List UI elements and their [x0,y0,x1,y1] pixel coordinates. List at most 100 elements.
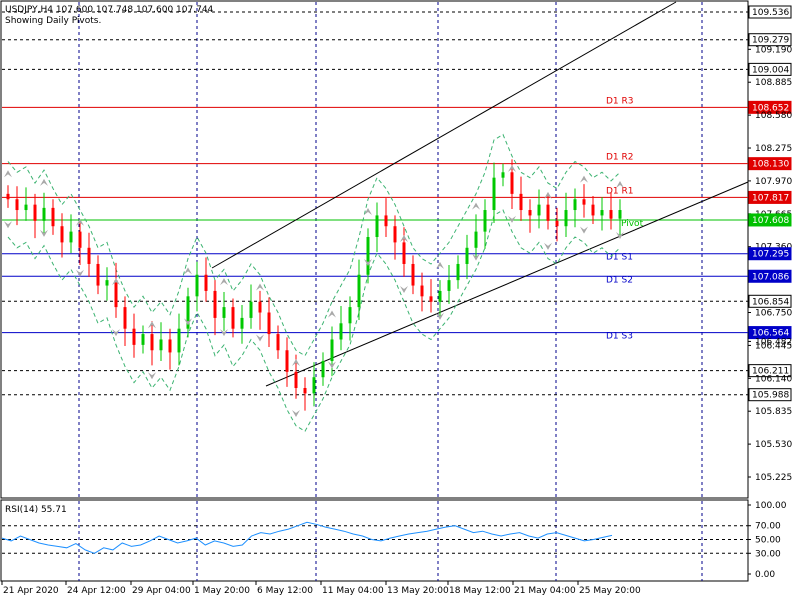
fractal-up-8 [76,218,84,226]
price-tag-15: 107.086 [752,272,789,282]
price-tag-bg-0 [748,5,792,19]
candle-body-13 [123,307,127,329]
candle-body-21 [195,274,199,297]
price-tag-bg-1 [748,33,792,47]
fractal-down-64 [580,226,588,234]
envelope-bands [7,133,621,432]
candle-body-48 [438,290,442,302]
fractal-up-32 [292,359,300,367]
candle-body-41 [375,215,379,238]
fractal-up-60 [544,191,552,199]
candle-body-51 [465,247,469,264]
fractal-up-20 [184,267,192,275]
candle-body-6 [60,226,64,243]
price-label-6: 108.580 [755,111,792,121]
price-label-7: 108.275 [755,144,792,154]
band-upper [7,133,621,357]
main-window-frame [0,0,749,499]
candle-body-27 [249,301,253,318]
time-label-5: 11 May 04:00 [322,586,384,596]
time-label-8: 21 May 04:00 [514,586,576,596]
candle-body-7 [69,231,73,243]
candle-body-55 [501,172,505,178]
rsi-label: RSI(14) 55.71 [5,505,67,515]
candle-body-11 [105,280,109,286]
candle-body-34 [312,377,316,394]
candle-body-65 [591,204,595,216]
fractal-up-12 [112,278,120,286]
fractal-up-36 [328,310,336,318]
time-label-6: 13 May 20:00 [387,586,449,596]
time-axis: 21 Apr 2020 24 Apr 12:00 29 Apr 04:00 1 May… [1,581,641,596]
grid [78,2,703,581]
price-levels: D1 R3 D1 R2 D1 R1 Pivot D1 S1 D1 S2 D1 S3 [2,11,748,396]
rsi-axis-label-4: 0.00 [755,570,775,580]
candle-body-17 [159,339,163,351]
price-tag-bg-12 [748,213,792,227]
candle-body-66 [600,210,604,216]
candle-body-37 [339,323,343,340]
price-tag-16: 106.854 [752,297,789,307]
channel-upper-line [211,1,677,269]
candle-body-33 [303,388,307,394]
candle-body-29 [267,312,271,335]
candle-body-57 [519,193,523,211]
candle-body-24 [222,307,226,318]
pivot-label-0: D1 R3 [606,96,634,106]
fractal-up-16 [148,321,156,329]
pivot-label-3: Pivot [621,219,644,229]
fractal-up-64 [580,175,588,183]
rsi-axis-label-0: 100.00 [755,501,787,511]
rsi-axis-label-2: 50.00 [755,536,781,546]
candle-body-12 [114,280,118,308]
fractal-up-28 [256,283,264,291]
candle-body-26 [240,317,244,329]
candle-body-35 [321,361,325,378]
candle-body-46 [420,285,424,297]
time-label-4: 6 May 12:00 [257,586,313,596]
time-label-3: 1 May 20:00 [194,586,250,596]
price-tag-23: 105.988 [752,391,789,401]
fractal-down-40 [364,259,372,267]
price-tag-18: 106.564 [752,329,789,339]
candle-body-39 [357,274,361,308]
candle-body-68 [618,210,622,219]
candle-body-67 [609,210,613,219]
fractal-down-56 [508,215,516,223]
price-label-4: 108.885 [755,78,792,88]
fractal-up-40 [364,208,372,216]
time-label-1: 24 Apr 12:00 [67,586,126,596]
fractal-down-36 [328,361,336,369]
fractal-up-24 [220,278,228,286]
fractal-down-12 [112,329,120,337]
fractal-down-44 [400,285,408,293]
price-tag-bg-23 [748,388,792,402]
candle-body-52 [474,231,478,248]
price-tag-3: 109.004 [752,65,789,75]
candle-body-25 [231,307,235,329]
candle-body-50 [456,263,460,281]
price-tag-1: 109.279 [752,36,789,46]
candle-body-16 [150,334,154,351]
candle-body-5 [51,207,55,227]
fractal-down-24 [220,329,228,337]
price-tag-bg-15 [748,269,792,283]
price-label-24: 105.835 [755,407,792,417]
fractal-markers [4,164,624,418]
candle-body-63 [573,199,577,211]
fractal-down-28 [256,334,264,342]
candle-body-2 [24,204,28,211]
candlesticks [6,159,622,411]
candle-body-61 [555,220,559,227]
fractal-up-44 [400,234,408,242]
price-label-2: 109.190 [755,45,792,55]
fractal-up-56 [508,164,516,172]
candle-body-43 [393,226,397,243]
candle-body-4 [42,207,46,221]
candle-body-22 [204,274,208,291]
candle-body-20 [186,296,190,329]
candle-body-53 [483,210,487,232]
